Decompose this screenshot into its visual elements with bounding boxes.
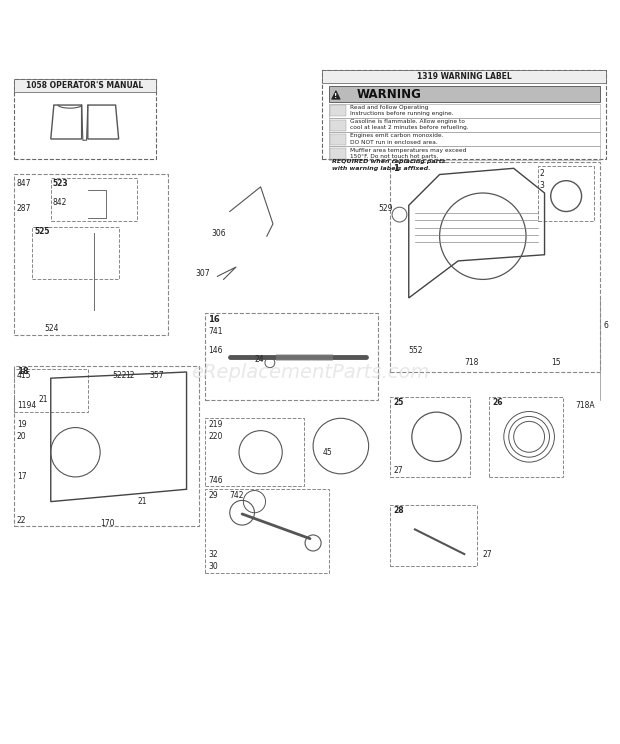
Text: 22: 22 [17,516,26,525]
Text: Read and follow Operating
Instructions before running engine.: Read and follow Operating Instructions b… [350,105,453,116]
Text: 3: 3 [539,181,544,190]
Bar [330,120,346,131]
Text: 220: 220 [208,432,223,441]
Text: Engines emit carbon monoxide.
DO NOT run in enclosed area.: Engines emit carbon monoxide. DO NOT run… [350,133,443,144]
Bar [32,227,118,280]
Text: 20: 20 [17,432,27,441]
Text: 29: 29 [208,491,218,500]
Bar [329,86,600,102]
Text: 1: 1 [393,164,399,173]
Text: 2: 2 [539,169,544,178]
Text: 24: 24 [254,355,264,364]
Bar [205,418,304,486]
Text: 1319 WARNING LABEL: 1319 WARNING LABEL [417,72,512,81]
Text: 529: 529 [378,204,392,213]
Text: 219: 219 [208,420,223,429]
Bar [330,106,346,117]
Text: 45: 45 [322,448,332,457]
Text: 15: 15 [551,359,560,368]
Text: 26: 26 [492,398,503,408]
Text: 28: 28 [393,507,404,516]
Bar [205,490,329,573]
Text: 12: 12 [125,371,135,379]
Text: 287: 287 [17,204,31,213]
Text: WARNING: WARNING [356,88,421,100]
Text: eReplacementParts.com: eReplacementParts.com [191,362,429,382]
Bar [329,118,600,132]
Text: 718: 718 [464,359,479,368]
Bar [51,178,137,221]
Text: 30: 30 [208,562,218,571]
Text: 307: 307 [196,269,210,278]
Text: 21: 21 [137,497,147,506]
Text: 146: 146 [208,346,223,355]
Bar [329,103,600,118]
Text: 522: 522 [112,371,127,379]
Bar [14,79,156,92]
Text: 32: 32 [208,550,218,559]
Text: 25: 25 [393,398,404,408]
Bar [330,134,346,145]
Bar [390,397,471,477]
Bar [14,369,88,412]
Text: 357: 357 [149,371,164,379]
Text: 16: 16 [208,315,220,324]
Text: REQUIRED when replacing parts
with warning labels affixed.: REQUIRED when replacing parts with warni… [332,159,445,170]
Bar [390,504,477,566]
Text: 1194: 1194 [17,402,36,411]
Text: 746: 746 [208,475,223,484]
Bar [390,162,600,372]
Text: 847: 847 [17,179,32,188]
Bar [322,69,606,83]
Text: 552: 552 [409,346,423,355]
Polygon shape [332,91,340,99]
Text: 21: 21 [38,395,48,404]
Text: 19: 19 [17,420,27,429]
Bar [489,397,563,477]
Text: 842: 842 [53,198,67,207]
Text: 27: 27 [393,466,403,475]
Text: Gasoline is flammable. Allow engine to
cool at least 2 minutes before refueling.: Gasoline is flammable. Allow engine to c… [350,119,468,130]
Text: Muffler area temperatures may exceed
150°F. Do not touch hot parts.: Muffler area temperatures may exceed 150… [350,147,466,158]
Text: 27: 27 [483,550,492,559]
Text: 6: 6 [603,321,608,330]
Bar [329,132,600,146]
Text: 524: 524 [45,324,59,333]
Bar [329,146,600,160]
Bar [14,79,156,159]
Text: 718A: 718A [575,402,595,411]
Text: 742: 742 [230,491,244,500]
Bar [14,366,199,526]
Text: 1058 OPERATOR'S MANUAL: 1058 OPERATOR'S MANUAL [26,81,143,90]
Text: 18: 18 [17,368,29,376]
Text: 523: 523 [53,179,68,188]
Bar [14,175,168,335]
Text: 741: 741 [208,327,223,336]
Bar [205,313,378,400]
Bar [538,167,594,221]
Text: 415: 415 [17,371,32,379]
Bar [322,69,606,159]
Text: 17: 17 [17,472,27,481]
Text: 170: 170 [100,519,115,527]
Bar [330,148,346,159]
Text: !: ! [334,93,337,99]
Text: 525: 525 [34,228,50,237]
Text: 306: 306 [211,228,226,237]
